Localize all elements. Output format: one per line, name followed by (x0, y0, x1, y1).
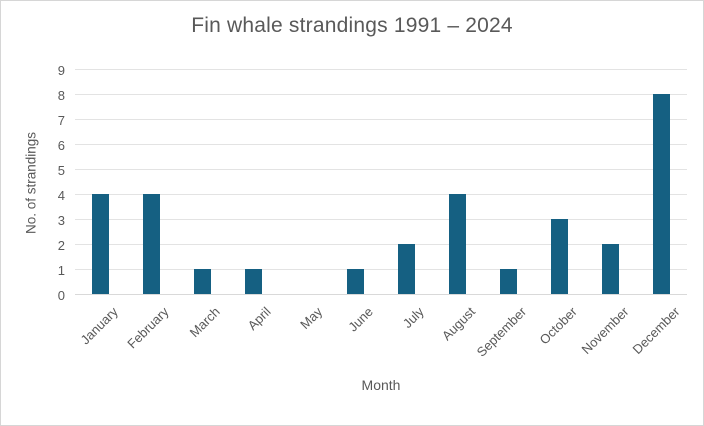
x-label-november: November (578, 304, 632, 358)
gridline-y-3 (75, 219, 687, 220)
bar-july (398, 244, 415, 294)
y-tick-label-8: 8 (57, 88, 65, 103)
y-tick-label-1: 1 (57, 263, 65, 278)
bar-august (449, 194, 466, 294)
gridline-y-8 (75, 94, 687, 95)
bar-december (653, 94, 670, 294)
gridline-y-2 (75, 244, 687, 245)
gridline-y-7 (75, 119, 687, 120)
bar-november (602, 244, 619, 294)
x-label-may: May (297, 304, 326, 332)
bar-april (245, 269, 262, 294)
x-label-august: August (438, 304, 479, 344)
bar-september (500, 269, 517, 294)
y-tick-label-5: 5 (57, 163, 65, 178)
y-tick-label-9: 9 (57, 63, 65, 78)
y-tick-label-7: 7 (57, 113, 65, 128)
y-tick-label-2: 2 (57, 238, 65, 253)
bar-october (551, 219, 568, 294)
x-label-march: March (186, 304, 224, 341)
chart-title: Fin whale strandings 1991 – 2024 (191, 14, 513, 37)
gridline-y-4 (75, 194, 687, 195)
plot-area (75, 69, 687, 295)
x-label-december: December (629, 304, 683, 358)
gridline-y-1 (75, 269, 687, 270)
x-axis-line (75, 294, 687, 295)
bar-march (194, 269, 211, 294)
y-tick-label-0: 0 (57, 288, 65, 303)
bar-january (92, 194, 109, 294)
gridline-y-6 (75, 144, 687, 145)
x-label-october: October (536, 304, 581, 348)
x-label-february: February (124, 304, 173, 352)
gridline-y-9 (75, 69, 687, 70)
bar-february (143, 194, 160, 294)
bar-june (347, 269, 364, 294)
x-label-april: April (245, 304, 275, 334)
x-axis-title: Month (361, 377, 401, 393)
x-label-july: July (400, 304, 428, 331)
y-tick-label-6: 6 (57, 138, 65, 153)
y-tick-label-4: 4 (57, 188, 65, 203)
y-tick-label-3: 3 (57, 213, 65, 228)
x-label-june: June (345, 304, 377, 335)
gridline-y-5 (75, 169, 687, 170)
x-label-september: September (473, 304, 530, 360)
x-label-january: January (77, 304, 122, 348)
